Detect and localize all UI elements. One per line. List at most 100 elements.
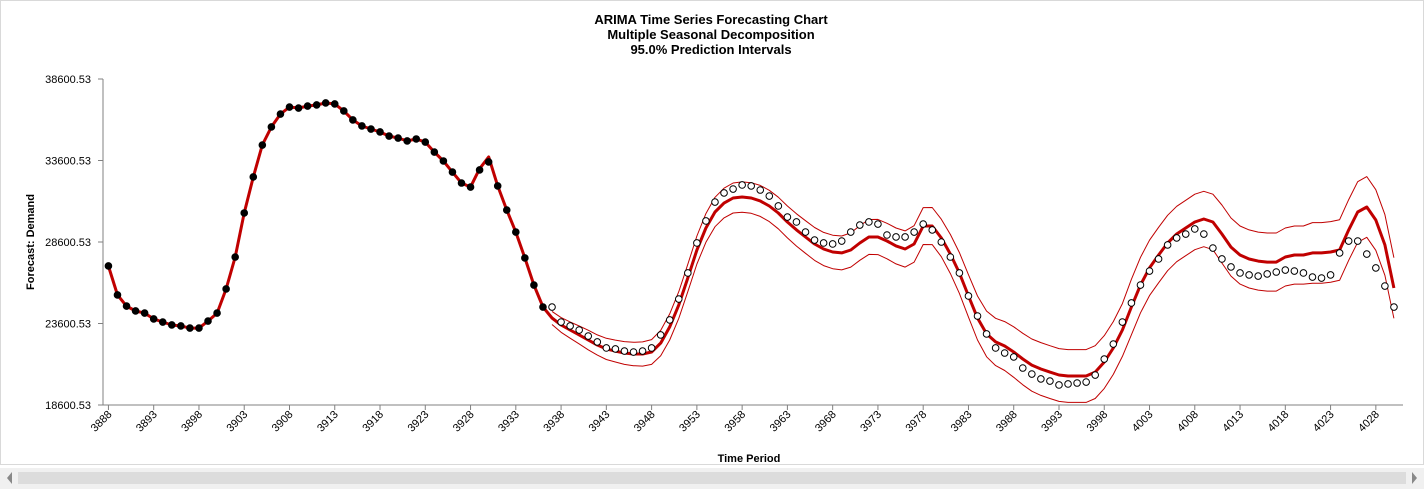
data-point <box>1353 237 1362 245</box>
data-point <box>1037 375 1045 383</box>
data-point <box>557 318 565 326</box>
data-point <box>910 228 918 236</box>
data-point <box>620 347 629 355</box>
data-point <box>231 253 239 261</box>
data-point <box>602 344 611 352</box>
scrollbar[interactable] <box>0 468 1424 489</box>
data-point <box>539 303 547 311</box>
data-point <box>1209 244 1217 252</box>
data-point <box>312 101 321 109</box>
data-point <box>575 326 583 334</box>
data-point <box>1064 380 1072 388</box>
data-point <box>484 158 493 166</box>
data-point <box>810 236 819 244</box>
data-point <box>1163 241 1172 249</box>
data-point <box>946 253 955 261</box>
data-point <box>1381 282 1389 290</box>
data-point <box>1317 274 1326 282</box>
data-point <box>1218 255 1226 263</box>
data-point <box>638 347 647 355</box>
data-point <box>385 132 393 140</box>
data-point <box>856 221 864 229</box>
data-point <box>1272 268 1281 276</box>
y-tick-label: 33600.53 <box>45 156 91 168</box>
data-point <box>412 135 421 143</box>
data-point <box>303 102 312 110</box>
data-point <box>1109 340 1118 348</box>
series-line <box>551 176 1395 351</box>
y-axis-title: Forecast: Demand <box>25 194 37 290</box>
data-point <box>294 104 303 112</box>
data-point <box>937 238 946 246</box>
data-point <box>1290 267 1299 275</box>
data-point <box>530 281 538 289</box>
chart-subtitle: 95.0% Prediction Intervals <box>630 42 791 57</box>
series-line <box>551 211 1395 403</box>
data-point <box>1172 234 1181 242</box>
scroll-right[interactable] <box>1412 472 1417 484</box>
scrollbar-thumb[interactable] <box>18 472 1406 484</box>
data-point <box>711 198 719 206</box>
data-point <box>901 233 909 241</box>
data-point <box>1245 271 1253 279</box>
data-point <box>285 103 294 111</box>
data-point <box>1046 377 1054 385</box>
data-point <box>502 206 511 214</box>
chart-title: ARIMA Time Series Forecasting Chart <box>594 12 828 27</box>
data-point <box>1145 267 1154 275</box>
data-point <box>892 233 900 241</box>
data-point <box>1263 270 1272 278</box>
data-point <box>186 324 194 332</box>
data-point <box>512 228 520 236</box>
data-point <box>801 228 810 236</box>
data-point <box>394 134 402 142</box>
x-axis-title: Time Period <box>718 453 781 465</box>
data-point <box>747 182 755 190</box>
data-point <box>1000 349 1009 357</box>
data-point <box>982 330 991 338</box>
data-point <box>276 110 285 118</box>
data-point <box>1390 303 1398 311</box>
data-point <box>113 291 122 299</box>
data-point <box>1136 281 1145 289</box>
data-point <box>674 295 683 303</box>
y-tick-label: 38600.53 <box>45 74 91 86</box>
data-point <box>140 309 149 317</box>
data-point <box>1100 355 1109 363</box>
data-point <box>222 285 230 293</box>
y-tick-label: 28600.53 <box>45 237 91 249</box>
data-point <box>1227 263 1235 271</box>
data-point <box>611 345 620 353</box>
chart-subtitle: Multiple Seasonal Decomposition <box>607 27 814 42</box>
data-point <box>1055 381 1063 389</box>
data-point <box>376 128 384 136</box>
data-point <box>883 231 891 239</box>
data-point <box>792 218 801 226</box>
data-point <box>104 262 113 270</box>
data-point <box>720 189 728 197</box>
data-point <box>964 292 973 300</box>
data-point <box>1308 273 1317 281</box>
data-point <box>1028 370 1036 378</box>
data-point <box>267 123 276 131</box>
data-point <box>955 269 964 277</box>
data-point <box>330 100 339 108</box>
data-point <box>774 202 783 210</box>
data-point <box>475 166 484 174</box>
y-tick-label: 23600.53 <box>45 319 91 331</box>
data-point <box>991 344 1000 352</box>
data-point <box>358 122 366 130</box>
data-point <box>548 303 556 311</box>
data-point <box>122 302 131 310</box>
data-point <box>1299 269 1308 277</box>
scroll-left[interactable] <box>7 472 12 484</box>
data-point <box>321 99 330 107</box>
data-point <box>865 218 873 226</box>
data-point <box>430 148 439 156</box>
data-point <box>158 318 167 326</box>
data-point <box>684 269 692 277</box>
data-point <box>421 138 430 146</box>
data-point <box>1181 230 1190 238</box>
data-point <box>367 125 375 133</box>
